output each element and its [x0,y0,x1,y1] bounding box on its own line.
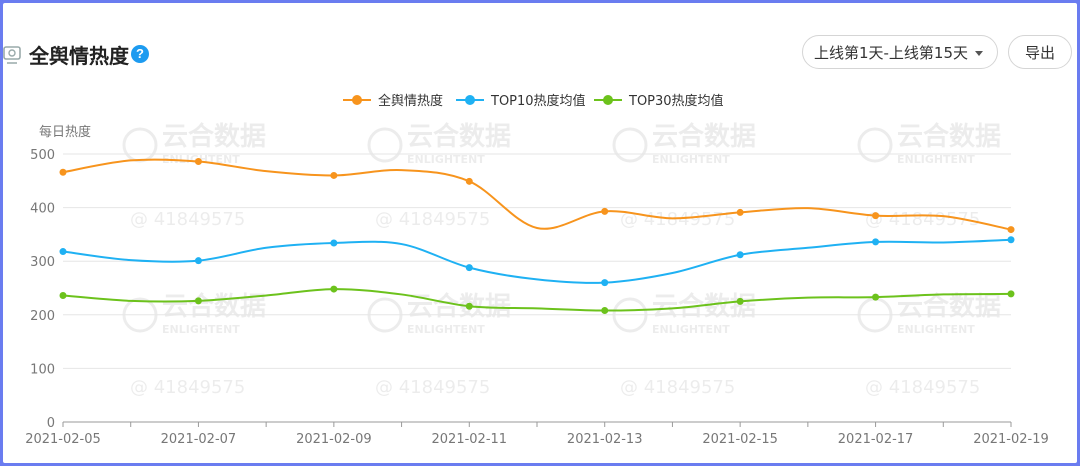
question-circle-icon[interactable]: ? [131,45,149,63]
watermark-id: @ 41849575 [130,209,245,230]
watermark-brand-en: ENLIGHTENT [652,153,730,166]
y-tick-label: 0 [47,416,55,431]
page-title: 全舆情热度 [29,44,129,68]
watermark-id: @ 41849575 [130,377,245,398]
data-point [59,248,67,256]
data-point [872,212,880,220]
legend-label: TOP10热度均值 [490,93,586,109]
y-tick-label: 500 [30,148,55,163]
watermark-brand-en: ENLIGHTENT [407,153,485,166]
data-point [1007,290,1015,298]
watermark-brand: 云合数据 [652,121,756,152]
x-tick-label: 2021-02-07 [161,432,237,447]
watermark-brand: 云合数据 [162,121,266,152]
watermark-brand-en: ENLIGHTENT [897,323,975,336]
chart-card: 全舆情热度 ? 上线第1天-上线第15天 导出 [3,3,1077,463]
watermark-id: @ 41849575 [865,377,980,398]
data-point [601,307,609,315]
data-point [872,293,880,301]
data-point [194,297,202,305]
watermark-id: @ 41849575 [375,377,490,398]
watermark-logo-icon [122,127,158,163]
x-tick-label: 2021-02-15 [702,432,778,447]
watermark-brand: 云合数据 [897,121,1001,152]
y-tick-label: 400 [30,202,55,217]
watermark-brand: 云合数据 [652,291,756,322]
data-point [601,207,609,215]
data-point [330,285,338,293]
export-button[interactable]: 导出 [1008,35,1072,69]
series-line-2 [62,238,1012,284]
y-tick-label: 200 [30,309,55,324]
data-point [1007,226,1015,234]
legend-marker [465,95,475,105]
watermark-brand-en: ENLIGHTENT [897,153,975,166]
x-tick-label: 2021-02-19 [973,432,1049,447]
watermark-id: @ 41849575 [620,209,735,230]
y-axis-label: 每日热度 [39,124,91,140]
series-line-1 [62,158,1012,231]
caret-down-icon [975,51,983,56]
data-point [194,257,202,265]
data-point [59,292,67,300]
x-tick-label: 2021-02-05 [25,432,101,447]
data-point [736,208,744,216]
watermark-brand: 云合数据 [407,291,511,322]
legend-label: 全舆情热度 [378,93,443,109]
watermark-id: @ 41849575 [375,209,490,230]
y-tick-label: 100 [30,362,55,377]
x-tick-label: 2021-02-11 [432,432,508,447]
data-point [601,279,609,287]
date-range-label: 上线第1天-上线第15天 [813,44,969,62]
chart-icon [3,46,21,64]
data-point [194,158,202,166]
data-point [59,168,67,176]
watermark-brand-en: ENLIGHTENT [162,323,240,336]
watermark-logo-icon [857,127,893,163]
watermark: 云合数据ENLIGHTENT云合数据ENLIGHTENT云合数据ENLIGHTE… [122,121,1001,398]
watermark-brand-en: ENLIGHTENT [407,323,485,336]
watermark-id: @ 41849575 [865,209,980,230]
x-tick-label: 2021-02-09 [296,432,372,447]
watermark-logo-icon [367,127,403,163]
legend-marker [603,95,613,105]
x-tick-label: 2021-02-13 [567,432,643,447]
data-point [1007,236,1015,244]
data-point [465,177,473,185]
watermark-id: @ 41849575 [620,377,735,398]
export-label: 导出 [1024,44,1055,62]
series-line-3 [62,288,1012,312]
y-tick-label: 300 [30,255,55,270]
legend-marker [352,95,362,105]
data-point [465,264,473,272]
date-range-select[interactable]: 上线第1天-上线第15天 [802,35,998,69]
legend-label: TOP30热度均值 [628,93,724,109]
data-point [872,238,880,246]
data-point [330,239,338,247]
watermark-logo-icon [612,127,648,163]
x-tick-label: 2021-02-17 [838,432,914,447]
data-point [736,297,744,305]
data-point [465,302,473,310]
watermark-brand: 云合数据 [407,121,511,152]
watermark-brand: 云合数据 [162,291,266,322]
watermark-brand-en: ENLIGHTENT [652,323,730,336]
data-point [330,171,338,179]
data-point [736,251,744,259]
